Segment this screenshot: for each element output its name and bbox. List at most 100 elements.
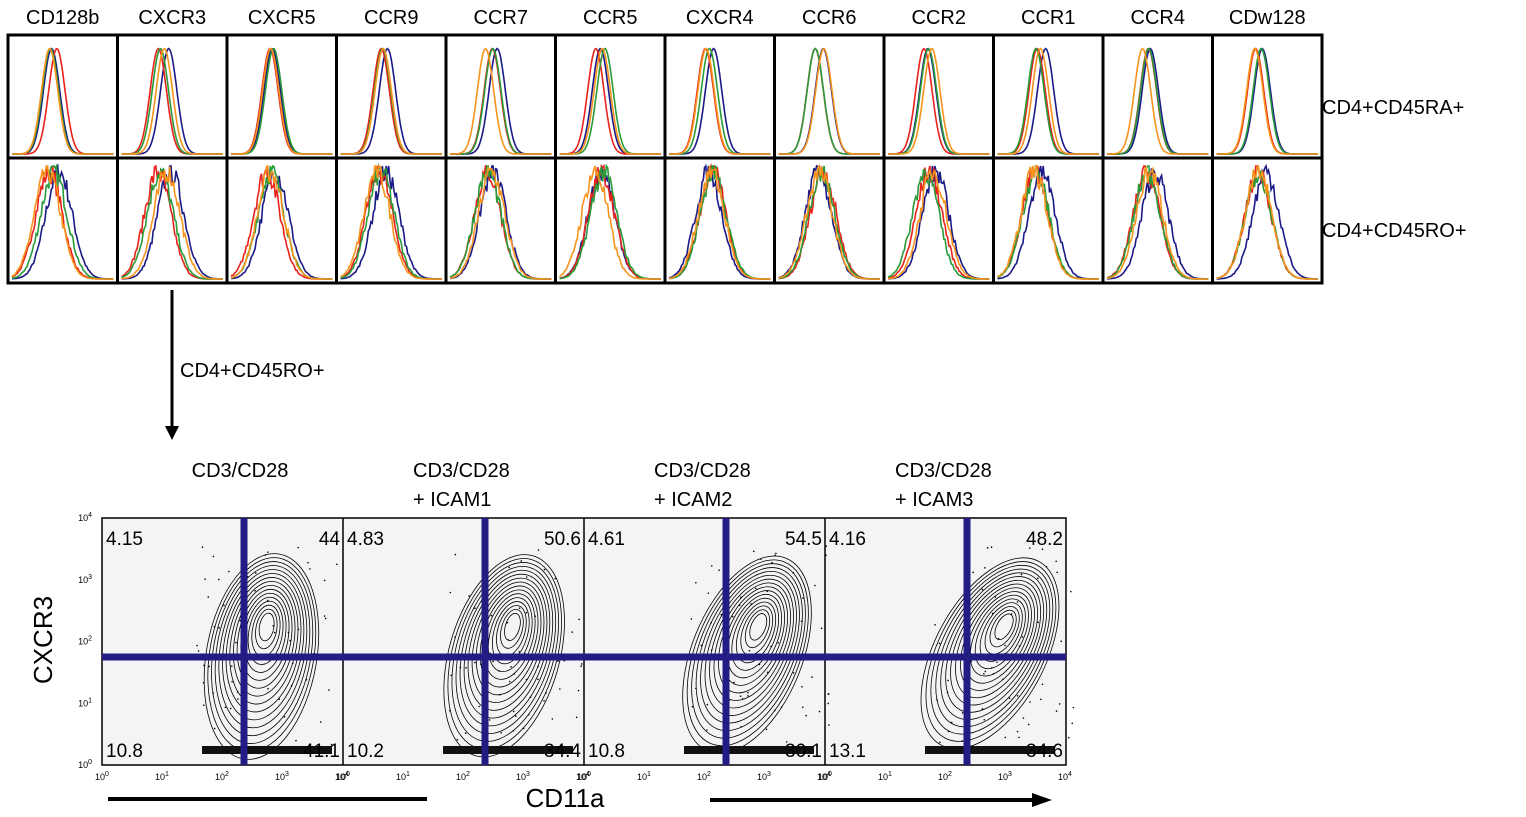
tick-base: 10 — [516, 772, 526, 782]
contour — [731, 597, 780, 671]
column-label: CXCR5 — [248, 7, 316, 29]
dot — [777, 641, 779, 644]
dot — [207, 596, 210, 598]
tick-exponent: 1 — [647, 771, 651, 778]
dot — [801, 706, 804, 708]
dot — [1070, 590, 1072, 593]
histogram-curve — [450, 47, 552, 155]
tick-exponent: 0 — [88, 759, 92, 766]
dot — [739, 695, 742, 697]
histogram-curve — [121, 47, 223, 155]
dot — [465, 667, 467, 669]
tick-exponent: 4 — [88, 512, 92, 519]
dot — [537, 549, 540, 551]
dot — [770, 645, 772, 648]
histogram-curve — [1216, 164, 1318, 280]
histogram-curve — [997, 47, 1099, 155]
dot — [986, 547, 989, 549]
dot — [992, 673, 995, 675]
dot — [1067, 736, 1070, 739]
x-tick-label: 103 — [516, 771, 530, 782]
dot — [939, 741, 941, 744]
histogram-curve — [121, 47, 223, 155]
dot — [947, 730, 950, 733]
dot — [468, 595, 470, 597]
panel-title: + ICAM2 — [654, 489, 732, 511]
dot — [510, 666, 512, 668]
dot — [492, 660, 494, 663]
dot — [522, 727, 525, 730]
dot — [983, 718, 986, 721]
dot — [1037, 577, 1039, 580]
column-label: CCR7 — [474, 7, 528, 29]
dot — [825, 545, 828, 547]
dot — [984, 567, 986, 569]
dot — [527, 713, 530, 716]
histogram-cell — [882, 33, 995, 160]
dot — [254, 572, 257, 574]
dot — [518, 651, 521, 653]
histogram-curve — [12, 47, 114, 155]
dot — [291, 662, 294, 665]
tick-exponent: 0 — [105, 771, 109, 778]
dot — [981, 588, 984, 591]
contour — [471, 581, 545, 703]
dot — [706, 729, 708, 731]
tick-exponent: 3 — [526, 771, 530, 778]
dot — [981, 708, 984, 710]
dot — [297, 546, 299, 549]
dot — [1016, 695, 1019, 697]
tick-base: 10 — [697, 772, 707, 782]
dot — [223, 604, 225, 607]
dot — [305, 678, 308, 681]
tick-base: 10 — [637, 772, 647, 782]
dot — [554, 577, 557, 580]
tick-exponent: 1 — [888, 771, 892, 778]
tick-exponent: 4 — [345, 771, 349, 778]
histogram-curve — [668, 165, 771, 280]
contour — [994, 613, 1014, 640]
dot — [508, 566, 510, 569]
column-label: CCR6 — [802, 7, 856, 29]
histogram-cell — [554, 33, 667, 160]
dot — [1029, 701, 1031, 703]
dot — [229, 707, 232, 710]
histogram-curve — [340, 47, 442, 155]
tick-exponent: 2 — [707, 771, 711, 778]
dot — [230, 665, 233, 667]
histogram-curve — [231, 47, 333, 155]
contour — [925, 561, 1057, 742]
panel-title: + ICAM3 — [895, 489, 973, 511]
dot — [515, 715, 517, 717]
histogram-curve — [12, 47, 114, 155]
dot — [983, 673, 985, 675]
dot — [488, 719, 491, 721]
column-label: CCR9 — [364, 7, 418, 29]
contour — [735, 601, 777, 664]
dot — [754, 587, 757, 590]
y-tick-label: 101 — [78, 697, 92, 708]
dot — [1045, 566, 1048, 568]
row-label: CD4+CD45RA+ — [1322, 97, 1464, 119]
contour — [258, 612, 275, 642]
arrow-head — [1032, 793, 1052, 807]
tick-exponent: 1 — [88, 697, 92, 704]
y-axis-label: CXCR3 — [28, 596, 58, 684]
tick-exponent: 0 — [346, 771, 350, 778]
x-tick-label: 101 — [396, 771, 410, 782]
contour — [491, 601, 530, 665]
quadrant-value: 50.6 — [544, 529, 581, 550]
quadrant-value: 30.1 — [785, 741, 822, 762]
dot — [543, 699, 545, 702]
dot — [731, 615, 734, 618]
dot — [996, 661, 998, 663]
contour — [960, 587, 1035, 691]
dot — [766, 590, 769, 593]
dot — [1060, 640, 1063, 642]
x-tick-label: 104 — [576, 771, 590, 782]
x-tick-label: 100 — [818, 771, 832, 782]
dot — [739, 596, 742, 598]
contour-band — [443, 746, 573, 754]
dot — [990, 546, 993, 548]
contour — [695, 567, 803, 732]
